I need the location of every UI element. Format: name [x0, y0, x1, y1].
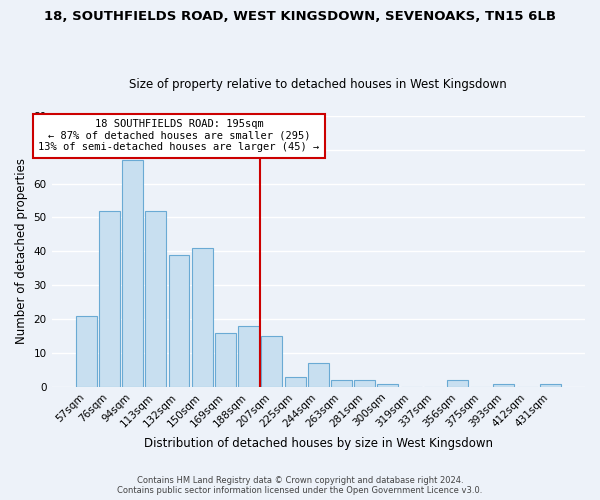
Text: 18 SOUTHFIELDS ROAD: 195sqm
← 87% of detached houses are smaller (295)
13% of se: 18 SOUTHFIELDS ROAD: 195sqm ← 87% of det…: [38, 119, 320, 152]
Bar: [447, 380, 468, 387]
Bar: [308, 363, 329, 387]
Bar: [145, 210, 166, 387]
Bar: [169, 255, 190, 387]
Bar: [540, 384, 561, 387]
Bar: [76, 316, 97, 387]
Bar: [377, 384, 398, 387]
Bar: [215, 332, 236, 387]
Bar: [331, 380, 352, 387]
Bar: [493, 384, 514, 387]
Text: 18, SOUTHFIELDS ROAD, WEST KINGSDOWN, SEVENOAKS, TN15 6LB: 18, SOUTHFIELDS ROAD, WEST KINGSDOWN, SE…: [44, 10, 556, 23]
Bar: [354, 380, 375, 387]
Y-axis label: Number of detached properties: Number of detached properties: [15, 158, 28, 344]
Bar: [99, 210, 120, 387]
Bar: [284, 377, 305, 387]
Bar: [192, 248, 212, 387]
Bar: [262, 336, 283, 387]
Title: Size of property relative to detached houses in West Kingsdown: Size of property relative to detached ho…: [130, 78, 507, 91]
Bar: [238, 326, 259, 387]
Bar: [122, 160, 143, 387]
Text: Contains HM Land Registry data © Crown copyright and database right 2024.
Contai: Contains HM Land Registry data © Crown c…: [118, 476, 482, 495]
X-axis label: Distribution of detached houses by size in West Kingsdown: Distribution of detached houses by size …: [144, 437, 493, 450]
